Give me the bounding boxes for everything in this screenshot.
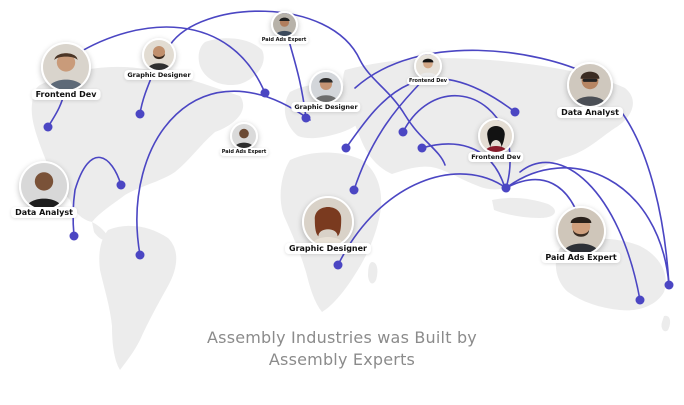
avatar-photo-icon	[230, 122, 258, 150]
location-dot	[301, 113, 311, 123]
avatar-photo-icon	[19, 161, 69, 211]
expert-role-label: Data Analyst	[11, 207, 77, 218]
avatar-photo-icon	[478, 118, 514, 154]
location-dot	[501, 183, 511, 193]
avatar-photo-icon	[556, 206, 606, 256]
greenland-landmass	[198, 38, 264, 86]
arc	[354, 49, 591, 89]
arc	[345, 77, 516, 149]
south-america-landmass	[99, 225, 177, 370]
north-america-landmass	[31, 66, 244, 222]
location-dot	[635, 295, 645, 305]
expert-role-label: Data Analyst	[557, 107, 623, 118]
arc	[72, 156, 122, 237]
location-dot	[417, 143, 427, 153]
avatar-photo-icon	[309, 70, 343, 104]
avatar-photo-icon	[41, 42, 91, 92]
location-dot	[349, 185, 359, 195]
expert-role-label: Paid Ads Expert	[541, 252, 621, 263]
location-dots	[43, 88, 674, 305]
arc	[619, 109, 670, 286]
headline: Assembly Industries was Built by Assembl…	[0, 327, 684, 371]
location-dot	[135, 250, 145, 260]
expert-role-label: Frontend Dev	[468, 152, 524, 162]
new-zealand-landmass	[661, 315, 671, 332]
indonesia-landmass	[492, 197, 555, 218]
location-dot	[135, 109, 145, 119]
avatar-photo-icon	[142, 38, 176, 72]
location-dot	[333, 260, 343, 270]
expert-role-label: Paid Ads Expert	[219, 148, 269, 156]
expert-role-label: Graphic Designer	[285, 243, 371, 254]
expert-role-label: Graphic Designer	[124, 70, 194, 80]
location-dot	[664, 280, 674, 290]
arc	[337, 173, 507, 266]
location-dot	[398, 127, 408, 137]
expert-role-label: Graphic Designer	[291, 102, 361, 112]
arc	[74, 26, 266, 94]
location-dot	[260, 88, 270, 98]
arc	[169, 10, 446, 166]
arc	[519, 161, 641, 301]
headline-line-2: Assembly Experts	[268, 350, 416, 369]
location-dot	[510, 107, 520, 117]
arc	[421, 143, 506, 189]
madagascar-landmass	[368, 262, 378, 284]
headline-line-1: Assembly Industries was Built by	[207, 328, 477, 347]
arc	[505, 167, 670, 286]
avatar-photo-icon	[302, 196, 354, 248]
arc	[136, 90, 311, 256]
expert-role-label: Frontend Dev	[31, 89, 101, 100]
expert-role-label: Frontend Dev	[406, 77, 450, 85]
avatar-photo-icon	[414, 52, 442, 80]
expert-role-label: Paid Ads Expert	[259, 36, 309, 44]
location-dot	[69, 231, 79, 241]
avatar-photo-icon	[271, 11, 298, 38]
location-dot	[341, 143, 351, 153]
location-dot	[116, 180, 126, 190]
avatar-photo-icon	[567, 62, 613, 108]
location-dot	[43, 122, 53, 132]
